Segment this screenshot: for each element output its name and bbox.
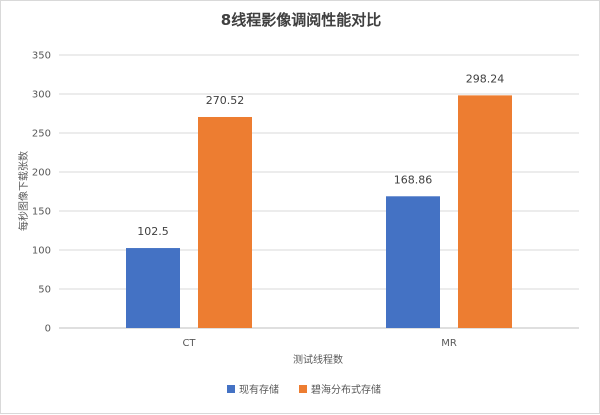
data-label: 270.52 [206, 94, 245, 107]
legend-swatch [227, 385, 235, 393]
y-axis-ticks: 0 50 100 150 200 250 300 350 [32, 51, 51, 335]
bar [458, 95, 512, 328]
x-axis-ticks: CT MR [182, 338, 456, 349]
bar [386, 196, 440, 328]
data-labels: 102.5 270.52 168.86 298.24 [137, 72, 504, 238]
data-label: 168.86 [394, 173, 433, 186]
y-tick-label: 350 [32, 51, 51, 62]
legend: 现有存储 碧海分布式存储 [227, 383, 381, 396]
y-tick-label: 0 [45, 324, 51, 335]
bar [126, 248, 180, 328]
x-axis-label: 测试线程数 [293, 353, 343, 366]
bars [126, 95, 512, 328]
y-tick-label: 150 [32, 207, 51, 218]
legend-swatch [299, 385, 307, 393]
data-label: 298.24 [466, 72, 505, 85]
data-label: 102.5 [137, 225, 169, 238]
y-tick-label: 300 [32, 90, 51, 101]
y-tick-label: 250 [32, 129, 51, 140]
y-tick-label: 50 [38, 285, 51, 296]
y-tick-label: 200 [32, 168, 51, 179]
x-tick-label: CT [182, 338, 196, 349]
y-tick-label: 100 [32, 246, 51, 257]
bar [198, 116, 252, 328]
chart-title: 8线程影像调阅性能对比 [221, 11, 381, 29]
legend-label: 现有存储 [239, 383, 279, 396]
y-axis-label: 每秒图像下载张数 [17, 151, 30, 231]
x-tick-label: MR [441, 338, 457, 349]
legend-label: 碧海分布式存储 [311, 383, 381, 396]
